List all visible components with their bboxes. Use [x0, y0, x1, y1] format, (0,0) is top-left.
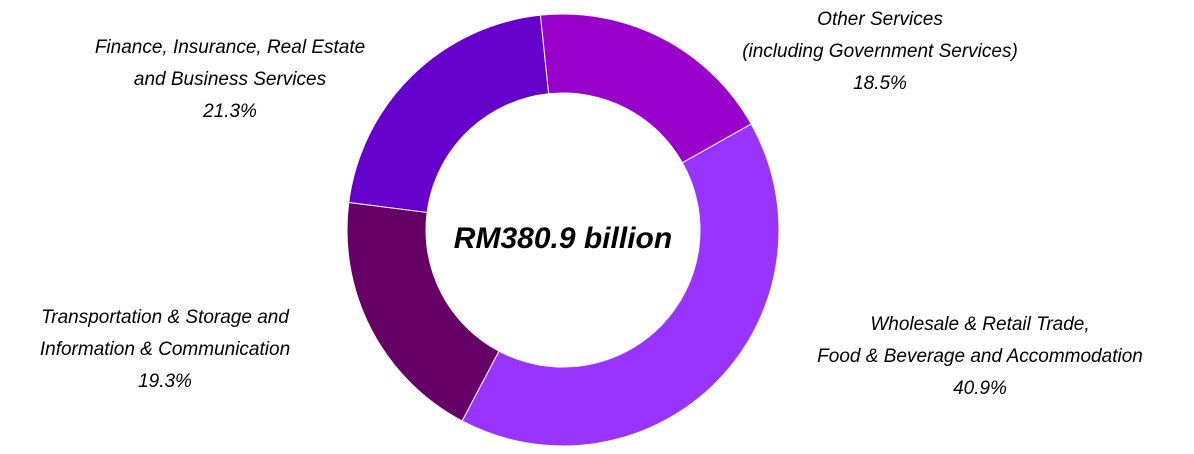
segment-label: (including Government Services): [742, 41, 1018, 62]
segment-label: Finance, Insurance, Real Estate: [95, 37, 365, 58]
segment-label: Wholesale & Retail Trade,: [870, 314, 1089, 335]
center-label: RM380.9 billion: [454, 222, 672, 255]
segment-label: Information & Communication: [40, 339, 290, 360]
segment-value-label: 40.9%: [953, 378, 1007, 399]
segment-value-label: 18.5%: [853, 73, 907, 94]
segment-value-label: 19.3%: [138, 371, 192, 392]
donut-segment: [348, 14, 550, 214]
donut-segment: [539, 13, 752, 164]
segment-label: Transportation & Storage and: [41, 307, 290, 328]
donut-segment: [346, 201, 500, 422]
segment-label: Other Services: [817, 9, 943, 30]
segment-label: Food & Beverage and Accommodation: [817, 346, 1143, 367]
segment-value-label: 21.3%: [202, 101, 257, 122]
segment-label: and Business Services: [134, 69, 327, 90]
donut-segment: [461, 123, 780, 447]
